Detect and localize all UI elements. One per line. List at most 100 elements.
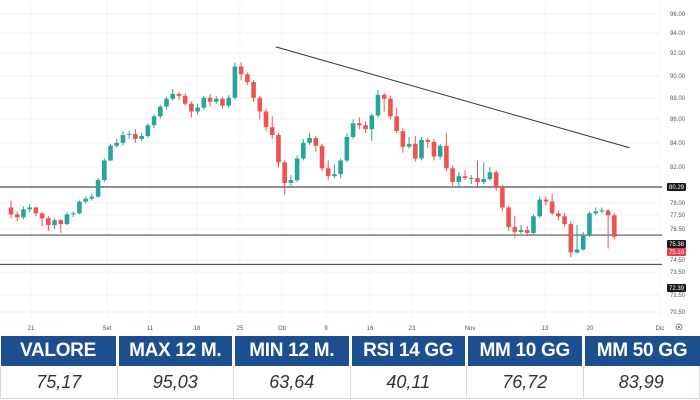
- candle-body: [157, 106, 163, 117]
- candle-body: [39, 213, 45, 219]
- candle-body: [83, 198, 88, 202]
- candle: [481, 162, 487, 184]
- y-tick-label: 96.00: [670, 12, 686, 18]
- candlestick-chart: 96.00 94.00 92.00 90.00 88.00 86.00 84.00 82.00…: [0, 0, 686, 330]
- candle: [319, 143, 325, 172]
- candle: [52, 218, 57, 230]
- candle-body: [27, 207, 32, 210]
- candle-body: [245, 74, 250, 83]
- candle: [549, 193, 555, 216]
- candle: [294, 155, 300, 183]
- candle: [263, 108, 269, 132]
- candle: [500, 184, 505, 212]
- candle-body: [468, 178, 474, 180]
- candle-body: [450, 168, 455, 183]
- candle: [139, 133, 144, 141]
- candle: [332, 164, 337, 179]
- x-tick-label: 21: [28, 326, 35, 330]
- candle-body: [307, 137, 312, 143]
- candle: [269, 116, 275, 139]
- candle: [8, 200, 14, 219]
- candle-body: [114, 142, 120, 146]
- candle: [182, 92, 188, 106]
- candle-body: [120, 135, 126, 143]
- candle: [307, 133, 312, 145]
- candle-body: [388, 98, 393, 117]
- candle-body: [574, 249, 580, 253]
- candle: [114, 138, 120, 148]
- candle: [363, 121, 368, 134]
- header-mm-10gg: MM 10 GG: [465, 336, 583, 366]
- candle: [133, 129, 138, 143]
- candle: [313, 135, 319, 152]
- y-tick-label: 70.50: [670, 310, 686, 316]
- y-tick-label: 71.50: [670, 293, 686, 299]
- candle-body: [70, 213, 76, 215]
- candle-body: [369, 115, 375, 130]
- candle: [120, 131, 126, 146]
- candle: [475, 160, 480, 187]
- x-tick-label: 23: [409, 326, 416, 330]
- candle: [282, 160, 287, 195]
- candle: [375, 89, 381, 118]
- candle-body: [394, 116, 399, 132]
- candle: [487, 167, 493, 182]
- candle: [543, 196, 549, 206]
- candle: [276, 133, 281, 168]
- candle-body: [612, 215, 617, 237]
- candle-body: [462, 176, 468, 179]
- candle: [108, 143, 113, 162]
- stats-value-row: 75,17 95,03 63,64 40,11 76,72 83,99: [0, 366, 700, 399]
- candle-body: [108, 145, 113, 161]
- candle-body: [500, 187, 505, 208]
- candle-body: [176, 93, 182, 96]
- y-tick-label: 86.00: [670, 117, 686, 123]
- candle-body: [400, 131, 406, 147]
- candles-group: [8, 62, 617, 258]
- chart-grid: [0, 0, 661, 318]
- candle-body: [58, 220, 64, 225]
- candle-body: [126, 134, 132, 136]
- candle: [89, 193, 95, 201]
- x-tick-label: 18: [194, 326, 201, 330]
- candle-body: [282, 162, 287, 183]
- stats-panel: VALORE MAX 12 M. MIN 12 M. RSI 14 GG MM …: [0, 336, 700, 400]
- candle-body: [593, 211, 598, 214]
- candle-body: [605, 210, 611, 216]
- candle: [21, 206, 26, 220]
- y-tick-label: 77.50: [670, 213, 686, 219]
- candle-body: [549, 201, 555, 214]
- y-tick-label: 84.00: [670, 141, 686, 147]
- candle-body: [413, 143, 418, 159]
- candle-body: [207, 97, 213, 102]
- x-tick-label: Nov: [465, 326, 476, 330]
- candle-body: [437, 145, 443, 157]
- y-tick-label: 73.50: [670, 270, 686, 276]
- candle: [524, 226, 530, 236]
- price-tag: 75.38: [667, 240, 686, 248]
- candle: [64, 212, 70, 226]
- candle-body: [14, 214, 20, 218]
- candle-body: [487, 172, 493, 180]
- candle: [126, 131, 132, 139]
- candle: [207, 93, 213, 107]
- candle-body: [357, 123, 362, 126]
- candle: [531, 214, 536, 235]
- candle: [27, 204, 32, 213]
- candle-body: [481, 179, 487, 183]
- candle: [201, 95, 207, 110]
- stats-header-row: VALORE MAX 12 M. MIN 12 M. RSI 14 GG MM …: [0, 336, 700, 366]
- settings-icon[interactable]: [675, 323, 683, 330]
- candle-body: [313, 137, 319, 146]
- candle: [288, 175, 294, 186]
- trend-line-group: [275, 46, 630, 149]
- candle-body: [319, 145, 325, 169]
- price-tag-label: 75.38: [669, 242, 685, 248]
- candle-body: [406, 143, 412, 147]
- candle: [462, 170, 468, 181]
- value-valore: 75,17: [0, 366, 117, 399]
- x-tick-label: 20: [587, 326, 594, 330]
- y-tick-label: 76.50: [670, 227, 686, 233]
- candle-body: [475, 178, 480, 183]
- candle-body: [220, 98, 225, 106]
